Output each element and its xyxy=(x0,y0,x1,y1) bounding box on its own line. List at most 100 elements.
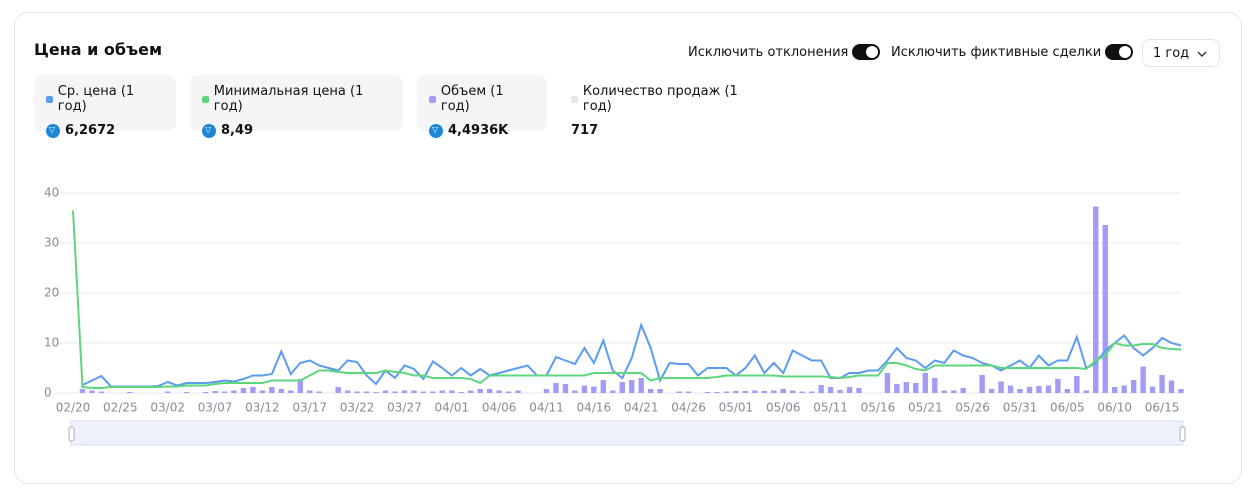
bar xyxy=(89,390,95,393)
bar xyxy=(505,391,512,393)
period-dropdown[interactable]: 1 год xyxy=(1142,39,1220,67)
bar xyxy=(790,390,796,393)
legend-label: Минимальная цена (1 год) xyxy=(213,84,364,114)
x-tick-label: 06/10 xyxy=(1097,401,1132,415)
toggle-switch[interactable] xyxy=(852,44,881,60)
x-tick-label: 06/05 xyxy=(1050,401,1085,415)
x-tick-label: 04/26 xyxy=(671,401,706,415)
legend-swatch xyxy=(571,95,578,103)
legend-swatch xyxy=(46,95,53,103)
bar xyxy=(288,390,294,393)
stat-card: Ср. цена (1 год) 6,2672 xyxy=(34,75,176,138)
bar xyxy=(382,390,389,393)
title: Цена и объем xyxy=(34,40,163,59)
bar xyxy=(647,389,654,393)
y-tick-label: 40 xyxy=(44,186,59,200)
period-label: 1 год xyxy=(1153,45,1190,61)
bar xyxy=(1130,380,1137,393)
legend-label: Ср. цена (1 год) xyxy=(57,84,135,114)
bar xyxy=(1017,389,1023,393)
ton-icon xyxy=(202,123,216,138)
bar xyxy=(127,392,133,393)
bar xyxy=(1036,386,1042,393)
toggle-switch[interactable] xyxy=(1105,44,1134,60)
stat-value: 8,49 xyxy=(221,123,254,138)
bar xyxy=(79,389,86,393)
bar xyxy=(1168,380,1175,393)
bar xyxy=(231,390,237,393)
bar xyxy=(723,391,730,393)
bar xyxy=(846,387,853,393)
bar xyxy=(1083,390,1089,393)
bar xyxy=(1074,376,1080,393)
bar xyxy=(581,385,588,393)
bar xyxy=(856,388,862,393)
bar xyxy=(420,391,427,393)
bar xyxy=(458,392,464,393)
chevron xyxy=(1197,51,1207,57)
stat-value: 4,4936K xyxy=(448,123,509,138)
x-tick-label: 04/11 xyxy=(529,401,564,415)
x-tick-label: 05/21 xyxy=(908,401,943,415)
bar xyxy=(439,390,446,393)
bar xyxy=(941,390,947,393)
bar xyxy=(1055,379,1061,393)
y-tick-label: 20 xyxy=(44,286,59,300)
bar xyxy=(638,378,644,393)
bar xyxy=(269,387,275,393)
navigator-handle[interactable] xyxy=(68,426,75,442)
bar xyxy=(278,389,285,393)
legend-swatch xyxy=(429,95,436,103)
bar xyxy=(316,391,322,393)
bar xyxy=(1149,386,1156,393)
x-tick-label: 05/06 xyxy=(766,401,801,415)
bar xyxy=(1121,385,1127,393)
bar xyxy=(496,390,502,393)
bar xyxy=(363,391,370,393)
bar xyxy=(629,380,635,393)
legend-label: Объем (1 год) xyxy=(440,84,504,114)
bar xyxy=(165,391,171,393)
bar xyxy=(951,390,957,393)
bar xyxy=(903,382,910,393)
bar xyxy=(572,390,578,393)
bar xyxy=(449,390,455,393)
navigator-handle[interactable] xyxy=(1179,426,1186,442)
bar xyxy=(922,373,929,393)
x-tick-label: 05/31 xyxy=(1003,401,1038,415)
bar xyxy=(430,391,436,393)
toggle-outliers[interactable]: Исключить отклонения xyxy=(688,44,881,60)
bar xyxy=(704,392,711,393)
bar xyxy=(212,391,218,393)
bar xyxy=(742,391,749,393)
bar xyxy=(1093,206,1099,393)
bar xyxy=(250,387,256,393)
toggle-fake[interactable]: Исключить фиктивные сделки xyxy=(891,44,1134,60)
bar xyxy=(998,381,1004,393)
bar xyxy=(240,388,247,393)
navigator[interactable] xyxy=(70,420,1184,446)
bar xyxy=(1064,389,1071,393)
bar xyxy=(354,391,360,393)
legend-label: Количество продаж (1 год) xyxy=(582,84,738,114)
toggle-label: Исключить фиктивные сделки xyxy=(891,44,1102,60)
x-tick-label: 03/17 xyxy=(292,401,327,415)
bar xyxy=(1140,366,1146,393)
bar xyxy=(837,390,843,393)
bar xyxy=(335,387,341,393)
bar xyxy=(714,392,720,393)
bar xyxy=(610,390,616,393)
x-tick-label: 04/01 xyxy=(435,401,470,415)
bar xyxy=(1112,387,1118,393)
x-tick-label: 02/25 xyxy=(103,401,138,415)
bar xyxy=(202,392,209,393)
bar xyxy=(477,389,483,393)
bar xyxy=(297,379,303,393)
bar xyxy=(780,389,786,393)
bar xyxy=(808,391,815,393)
bar xyxy=(411,390,417,393)
x-tick-label: 06/15 xyxy=(1145,401,1180,415)
bar xyxy=(685,391,692,393)
